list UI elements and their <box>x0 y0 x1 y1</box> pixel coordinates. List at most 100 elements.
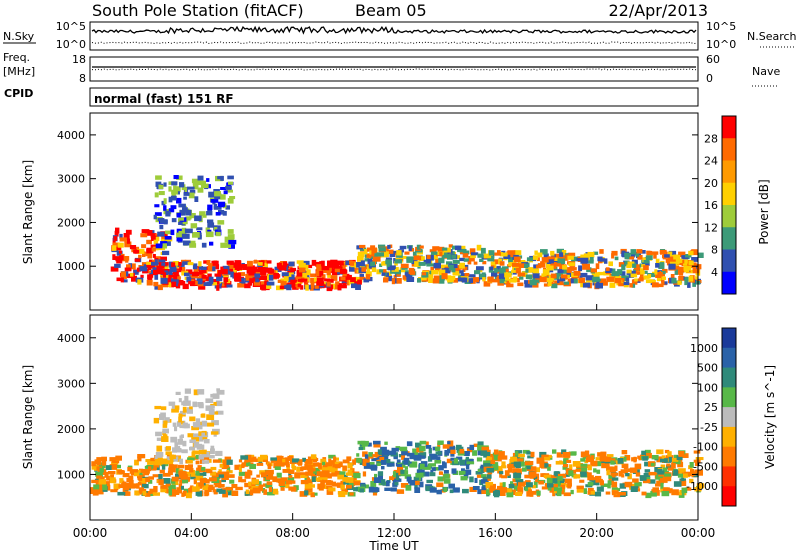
echo-cell <box>368 442 372 447</box>
echo-cell <box>311 462 319 467</box>
echo-cell <box>148 476 154 480</box>
echo-cell <box>611 271 620 277</box>
echo-cell <box>161 200 166 206</box>
echo-cell <box>119 237 127 242</box>
echo-cell <box>209 477 217 482</box>
echo-cell <box>519 276 524 280</box>
echo-cell <box>174 405 180 410</box>
nsearch-trace <box>91 41 697 45</box>
echo-cell <box>651 282 659 288</box>
echo-cell <box>443 473 450 479</box>
echo-cell <box>504 488 512 493</box>
echo-cell <box>342 459 350 464</box>
echo-cell <box>447 448 453 454</box>
echo-cell <box>639 276 644 282</box>
echo-cell <box>385 259 392 265</box>
echo-cell <box>154 405 162 410</box>
echo-cell <box>451 264 458 270</box>
echo-cell <box>385 272 389 277</box>
echo-cell <box>151 261 158 266</box>
echo-cell <box>538 480 544 485</box>
echo-cell <box>551 263 557 269</box>
echo-cell <box>153 238 159 245</box>
echo-cell <box>159 414 165 420</box>
echo-cell <box>98 479 106 485</box>
echo-cell <box>260 454 268 460</box>
echo-cell <box>596 469 601 474</box>
echo-cell <box>182 240 191 246</box>
echo-cell <box>641 450 646 455</box>
echo-cell <box>148 479 153 484</box>
echo-cell <box>587 251 595 258</box>
echo-cell <box>184 228 193 234</box>
colorbar-frame <box>721 327 737 507</box>
echo-cell <box>674 269 678 275</box>
echo-cell <box>590 268 597 273</box>
echo-cell <box>205 231 214 238</box>
echo-cell <box>176 421 182 427</box>
echo-cell <box>218 471 223 476</box>
echo-cell <box>677 461 684 468</box>
echo-cell <box>207 204 213 211</box>
echo-cell <box>646 250 651 255</box>
freq-tick-top: 18 <box>72 53 86 66</box>
echo-cell <box>408 245 412 251</box>
echo-cell <box>499 267 506 274</box>
echo-cell <box>277 463 285 467</box>
echo-cell <box>195 490 199 496</box>
echo-cell <box>226 459 233 465</box>
echo-cell <box>688 275 694 282</box>
echo-cell <box>170 464 178 469</box>
beam-label: Beam 05 <box>355 1 427 20</box>
echo-cell <box>388 275 393 282</box>
echo-cell <box>292 281 301 288</box>
echo-cell <box>335 281 340 288</box>
echo-cell <box>593 468 597 473</box>
echo-cell <box>608 474 613 479</box>
echo-cell <box>400 263 409 269</box>
echo-cell <box>325 268 332 273</box>
echo-cell <box>134 490 140 496</box>
echo-cell <box>455 444 462 450</box>
echo-cell <box>228 470 233 474</box>
echo-cell <box>426 263 434 267</box>
echo-cell <box>331 471 340 477</box>
echo-cell <box>588 487 594 491</box>
echo-cell <box>225 185 232 189</box>
echo-cell <box>206 414 215 420</box>
echo-cell <box>678 276 685 281</box>
echo-cell <box>499 261 505 266</box>
echo-cell <box>175 467 180 474</box>
echo-cell <box>165 210 171 217</box>
echo-cell <box>373 440 381 445</box>
echo-cell <box>441 252 450 258</box>
echo-cell <box>544 456 551 461</box>
echo-cell <box>180 434 184 438</box>
echo-cell <box>228 474 235 478</box>
echo-cell <box>200 413 206 418</box>
echo-cell <box>687 282 691 288</box>
echo-cell <box>487 276 494 282</box>
echo-cell <box>180 421 185 425</box>
echo-cell <box>480 468 485 473</box>
echo-cell <box>485 483 494 489</box>
echo-cell <box>644 461 652 467</box>
echo-cell <box>469 248 476 255</box>
echo-cell <box>162 283 169 288</box>
echo-cell <box>516 277 520 283</box>
echo-cell <box>388 450 397 455</box>
echo-cell <box>227 175 234 180</box>
echo-cell <box>366 462 370 468</box>
echo-cell <box>608 466 616 473</box>
echo-cell <box>106 475 113 481</box>
echo-cell <box>452 270 460 276</box>
echo-cell <box>178 281 186 286</box>
echo-cell <box>184 187 188 192</box>
echo-cell <box>138 475 143 481</box>
echo-cell <box>197 490 203 497</box>
echo-cell <box>389 244 393 248</box>
echo-cell <box>556 452 563 458</box>
echo-cell <box>512 468 520 474</box>
echo-cell <box>486 467 494 473</box>
echo-cell <box>165 230 172 234</box>
